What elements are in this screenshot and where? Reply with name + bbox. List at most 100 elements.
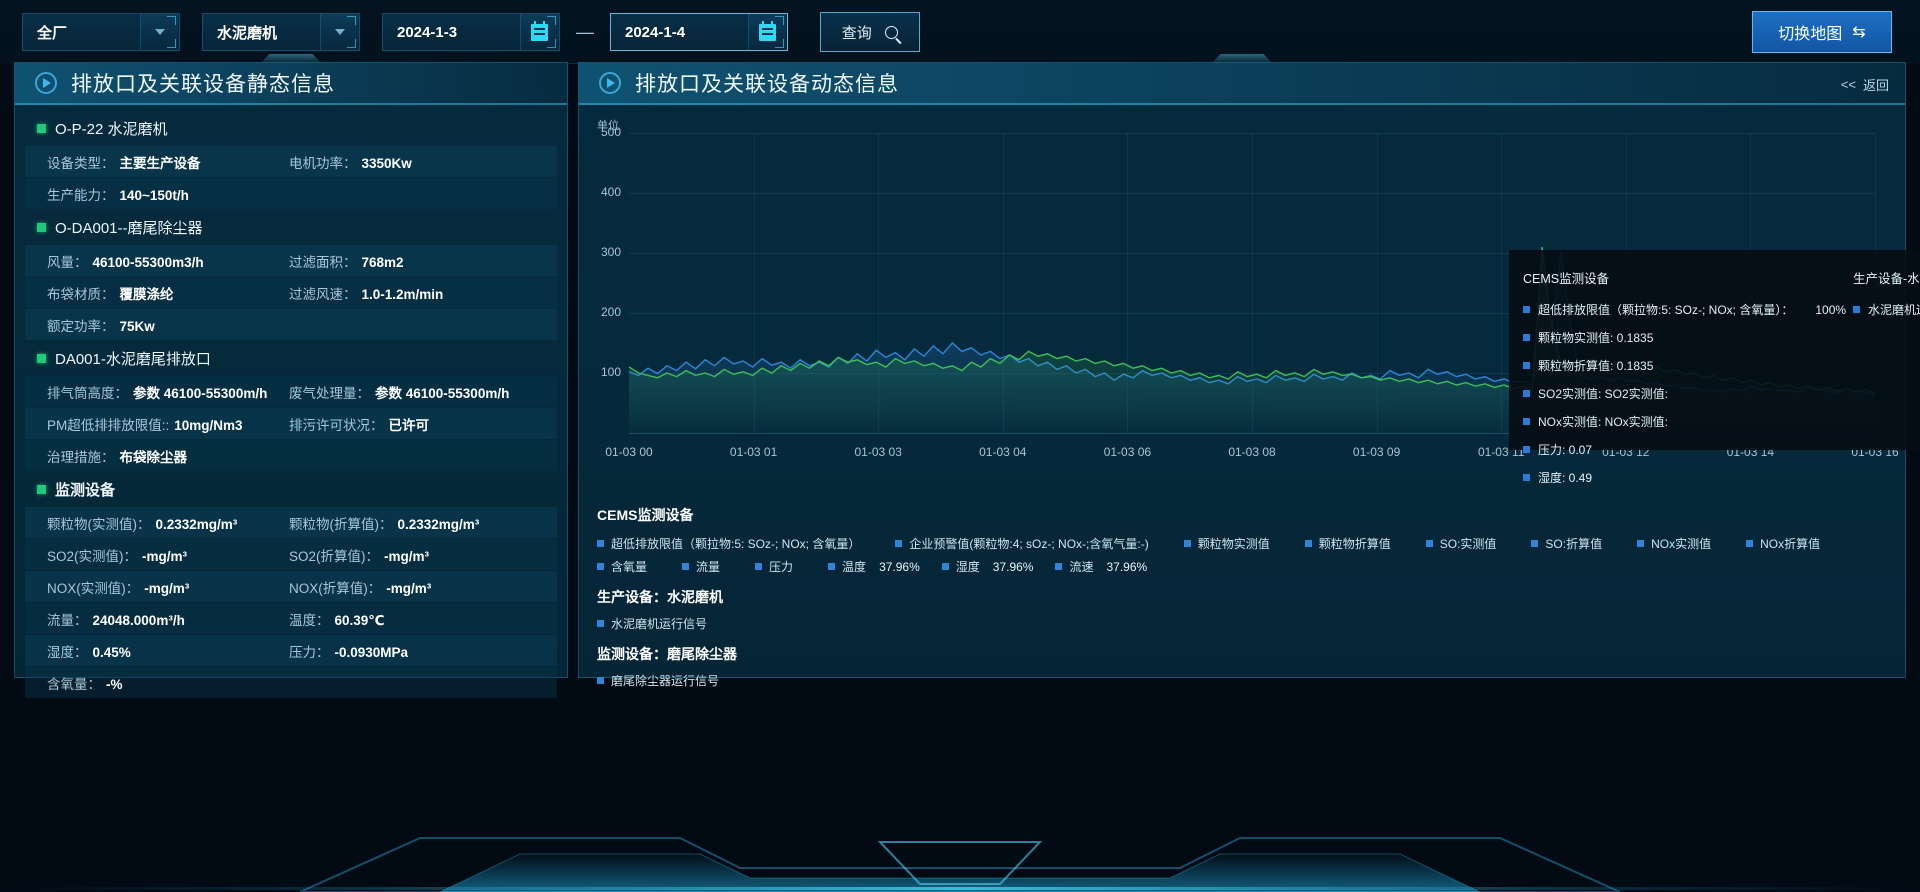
legend-item[interactable]: 企业预警值(颗粒物:4; sOz-; NOx-;含氧气量:-) [895,535,1161,552]
legend-item[interactable]: NOx实测值 [1637,535,1724,552]
legend-item-value: 37.96% [879,559,920,574]
legend-item-label: NOx折算值 [1760,537,1821,551]
calendar-icon[interactable] [520,14,558,50]
info-value: -0.0930MPa [334,644,409,660]
dynamic-info-body: 单位 100 200 300 400 500 01-03 00 01-03 01 01-03 … [579,105,1920,688]
legend-marker-icon [1523,334,1530,341]
static-info-header: 排放口及关联设备静态信息 [15,63,567,105]
legend-item-label: 湿度 [955,560,980,574]
play-icon [599,72,621,94]
x-axis-line [629,433,1875,434]
legend-item[interactable]: 颗粒物实测值 [1183,535,1283,552]
search-icon [885,25,899,39]
info-value: 10mg/Nm3 [174,417,243,433]
tooltip-item-label: 湿度: 0.49 [1538,471,1593,485]
tooltip-item: 颗粒物折算值: 0.1835 [1523,357,1853,374]
legend-item[interactable]: 压力 [755,558,806,575]
status-square-icon [37,223,46,232]
legend-item-label: NOx实测值 [1651,537,1712,551]
info-value: 768m2 [361,254,404,270]
group-header[interactable]: 监测设备 [25,472,557,507]
info-value: 3350Kw [361,155,412,171]
info-cell: 排气筒高度： 参数 46100-55300m/h [25,382,279,402]
legend-item[interactable]: SO:实测值 [1425,535,1510,552]
legend-marker-icon [1746,540,1754,547]
chart-tooltip: CEMS监测设备 超低排放限值（颗拉物:5: SOz-; NOx; 含氧量）： 1… [1509,250,1920,485]
info-cell: PM超低排排放限值:: 10mg/Nm3 [25,414,279,434]
info-value: 0.2332mg/m³ [397,516,480,532]
device-select[interactable]: 水泥磨机 [202,13,360,51]
dynamic-info-title: 排放口及关联设备动态信息 [635,73,899,96]
tooltip-item: 湿度: 0.49 [1523,469,1853,486]
tooltip-item-label: SO2实测值: SO2实测值: [1538,387,1669,401]
group-header-label: 监测设备 [55,482,116,499]
legend-item[interactable]: 超低排放限值（颗拉物:5: SOz-; NOx; 含氧量） [597,535,873,552]
legend-item[interactable]: SO:折算值 [1531,535,1615,552]
date-start-input[interactable]: 2024-1-3 [382,13,560,51]
switch-map-label: 切换地图 [1778,26,1843,43]
legend-item[interactable]: 湿度 37.96% [941,558,1033,575]
back-link[interactable]: << 返回 [1841,75,1889,94]
group-header[interactable]: DA001-水泥磨尾排放口 [25,341,557,376]
legend-item-label: 颗粒物折算值 [1318,537,1391,551]
info-cell: 湿度： 0.45% [25,641,279,661]
info-label: 排气筒高度： [47,385,128,401]
legend-item[interactable]: 含氧量 [597,558,660,575]
group-header[interactable]: O-DA001--磨尾除尘器 [25,210,557,245]
x-axis-tick: 01-03 04 [979,445,1027,459]
info-cell: 风量： 46100-55300m3/h [25,251,279,271]
legend-item[interactable]: 水泥磨机运行信号 [597,615,720,632]
legend-item-label: 颗粒物实测值 [1197,537,1270,551]
legend-item[interactable]: 流速 37.96% [1055,558,1147,575]
info-label: 排污许可状况： [289,417,384,433]
status-square-icon [37,485,46,494]
info-cell: SO2(折算值)： -mg/m³ [279,545,557,565]
legend-item[interactable]: 流量 [682,558,733,575]
date-end-input[interactable]: 2024-1-4 [610,13,788,51]
tooltip-item-label: 压力: 0.07 [1538,443,1593,457]
info-label: SO2(实测值)： [47,548,138,564]
info-cell: 颗粒物(折算值)： 0.2332mg/m³ [279,513,557,533]
x-axis-tick: 01-03 01 [729,445,778,459]
plant-select[interactable]: 全厂 [22,13,180,51]
legend-item[interactable]: 磨尾除尘器运行信号 [597,672,732,689]
legend-item[interactable]: NOx折算值 [1746,535,1833,552]
query-button[interactable]: 查询 [820,12,920,52]
info-value: 46100-55300m3/h [92,254,204,270]
chevron-down-icon[interactable] [140,14,178,50]
chart-unit-label: 单位 [597,120,619,132]
legend-item-label: 压力 [769,560,794,574]
group-header[interactable]: O-P-22 水泥磨机 [25,111,557,146]
info-row: 流量： 24048.000m³/h 温度： 60.39℃ [25,603,557,634]
switch-map-button[interactable]: 切换地图 ⇆ [1752,11,1892,53]
y-axis-tick: 300 [600,245,621,259]
legend-item[interactable]: 温度 37.96% [828,558,920,575]
info-row: 湿度： 0.45% 压力： -0.0930MPa [25,635,557,666]
info-cell: 排污许可状况： 已许可 [279,414,557,434]
info-value: 24048.000m³/h [92,612,185,628]
legend-item[interactable]: 颗粒物折算值 [1304,535,1404,552]
status-square-icon [37,124,46,133]
swap-icon: ⇆ [1852,24,1866,41]
legend-marker-icon [1304,540,1312,547]
gridline-horizontal [629,193,1875,194]
top-toolbar: 全厂 水泥磨机 2024-1-3 — 2024-1-4 查询 切换地图 ⇆ [0,0,1920,64]
legend-marker-icon [1183,540,1191,547]
info-value: 主要生产设备 [119,155,201,171]
info-row: SO2(实测值)： -mg/m³ SO2(折算值)： -mg/m³ [25,539,557,570]
legend-item-label: 温度 [842,560,867,574]
static-info-panel: 排放口及关联设备静态信息 O-P-22 水泥磨机 设备类型： 主要生产设备 电机功率：… [14,54,568,698]
legend-item-label: SO:折算值 [1545,537,1603,551]
legend-item-label: 磨尾除尘器运行信号 [611,674,720,688]
y-axis-tick: 400 [600,185,621,199]
legend-marker-icon [755,563,763,570]
info-label: 温度： [289,612,330,628]
play-icon [35,72,57,94]
info-cell: 设备类型： 主要生产设备 [25,152,279,172]
info-value: 0.2332mg/m³ [155,516,238,532]
info-label: 含氧量： [47,676,101,692]
chevron-down-icon[interactable] [320,14,358,50]
info-value: 参数 46100-55300m/h [133,385,268,401]
x-axis-tick: 01-03 06 [1103,445,1152,459]
calendar-icon[interactable] [748,14,786,50]
